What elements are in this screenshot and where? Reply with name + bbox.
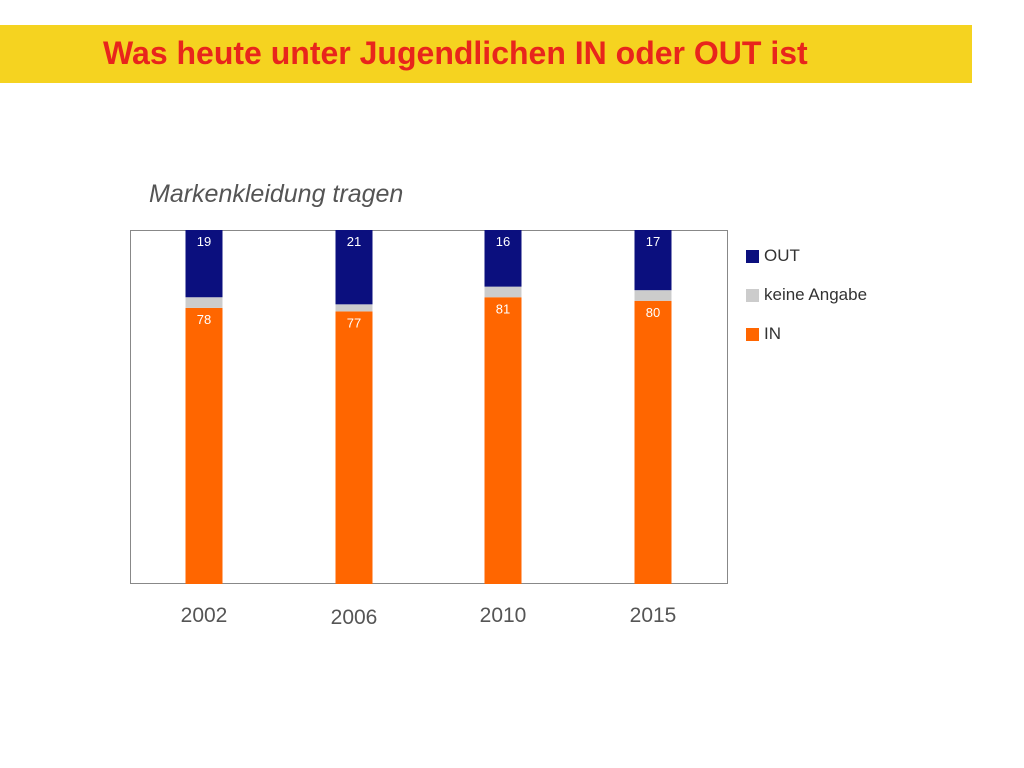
legend-swatch-out (746, 249, 759, 263)
bar-out-2015 (634, 230, 672, 291)
bar-out-2002 (185, 230, 223, 298)
legend-item-keine-angabe: keine Angabe (746, 284, 867, 306)
x-tick-label-2015: 2015 (630, 604, 677, 627)
bar-in-2006 (335, 311, 373, 584)
bar-keine-angabe-2002 (185, 297, 223, 308)
plot-area-frame (130, 230, 728, 584)
title-banner: Was heute unter Jugendlichen IN oder OUT… (0, 25, 972, 83)
data-label-out-2010: 16 (496, 234, 510, 249)
bar-in-2002 (185, 307, 223, 584)
data-label-in-2006: 77 (347, 315, 361, 330)
bar-out-2006 (335, 230, 373, 305)
data-label-in-2002: 78 (197, 312, 211, 327)
legend-swatch-keine-angabe (746, 288, 759, 302)
bar-in-2010 (484, 297, 522, 584)
legend-label-in: IN (764, 324, 781, 343)
legend-item-in: IN (746, 323, 867, 345)
data-label-out-2006: 21 (347, 234, 361, 249)
x-tick-label-2002: 2002 (181, 604, 228, 627)
data-label-out-2015: 17 (646, 234, 660, 249)
bar-keine-angabe-2006 (335, 304, 373, 312)
page-title: Was heute unter Jugendlichen IN oder OUT… (103, 35, 808, 71)
legend-label-out: OUT (764, 246, 800, 265)
data-label-in-2015: 80 (646, 305, 660, 320)
x-tick-label-2006: 2006 (331, 606, 378, 629)
legend-label-keine-angabe: keine Angabe (764, 285, 868, 304)
x-tick-label-2010: 2010 (480, 604, 527, 627)
legend-swatch-in (746, 327, 759, 341)
chart-legend: OUT keine Angabe IN (746, 245, 867, 362)
data-label-out-2002: 19 (197, 234, 211, 249)
bar-keine-angabe-2015 (634, 290, 672, 301)
bar-keine-angabe-2010 (484, 286, 522, 298)
data-label-in-2010: 81 (496, 301, 510, 316)
chart-title: Markenkleidung tragen (149, 180, 404, 208)
legend-item-out: OUT (746, 245, 867, 267)
bar-out-2010 (484, 230, 522, 287)
bar-in-2015 (634, 300, 672, 584)
